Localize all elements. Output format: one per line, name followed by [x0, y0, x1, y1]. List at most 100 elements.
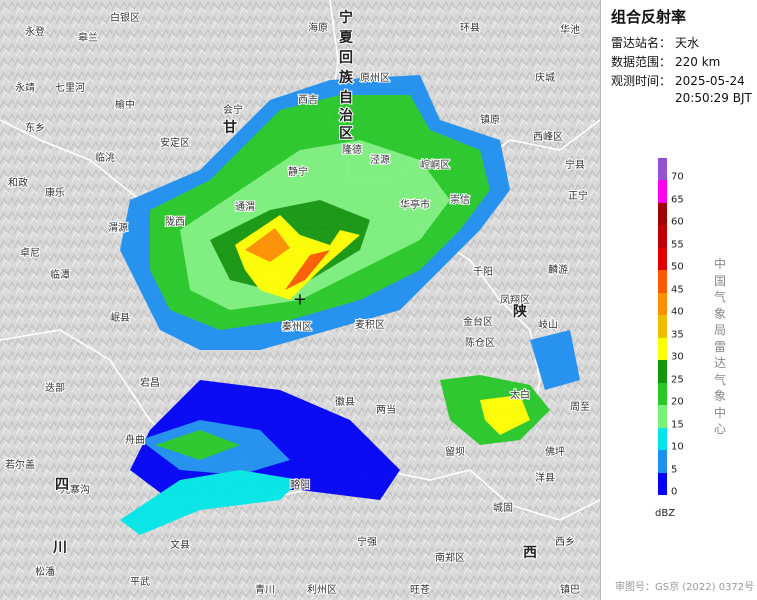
place-label: 秦州区 [282, 320, 312, 333]
legend-swatch [658, 472, 667, 495]
place-label: 正宁 [568, 189, 588, 202]
footer: 审图号：GS京 (2022) 0372号 [615, 582, 755, 593]
place-label: 两当 [376, 403, 396, 416]
place-label: 略阳 [290, 478, 310, 491]
legend-swatch [658, 405, 667, 428]
region-label: 区 [339, 126, 353, 142]
legend-swatch [658, 247, 667, 271]
place-label: 临潭 [50, 268, 70, 281]
place-label: 七里河 [55, 82, 85, 94]
place-label: 华池 [560, 23, 580, 36]
info-value: 2025-05-24 [675, 74, 745, 88]
place-label: 东乡 [25, 121, 45, 134]
legend-swatch [658, 427, 667, 451]
region-label: 自 [339, 89, 353, 106]
region-label: 宁 [339, 9, 353, 26]
place-label: 周至 [570, 401, 590, 413]
place-label: 旺苍 [410, 583, 430, 596]
place-label: 永靖 [15, 81, 35, 94]
place-label: 镇原 [480, 113, 500, 126]
info-value: 20:50:29 BJT [675, 91, 752, 105]
info-row: 数据范围： 220 km [611, 53, 720, 70]
place-label: 和政 [8, 176, 28, 189]
place-label: 西吉 [298, 94, 318, 106]
legend-tick: 5 [671, 464, 678, 476]
place-label: 华亭市 [400, 198, 430, 211]
place-label: 隆德 [342, 143, 362, 156]
region-label: 族 [339, 69, 354, 86]
legend-swatch [658, 382, 667, 406]
place-label: 原州区 [360, 72, 390, 84]
place-label: 金台区 [463, 315, 493, 328]
legend-unit: dBZ [655, 508, 676, 519]
place-label: 安定区 [160, 136, 190, 149]
legend-tick: 45 [671, 284, 684, 296]
legend-swatch [658, 270, 667, 293]
side-text: 中国气象局雷达气象中心 [714, 257, 727, 436]
place-label: 徽县 [335, 395, 355, 408]
place-label: 镇巴 [560, 583, 580, 596]
legend-swatch [658, 315, 667, 338]
place-label: 岷县 [110, 312, 130, 324]
place-label: 凤翔区 [500, 293, 530, 306]
place-label: 宕昌 [140, 376, 160, 389]
legend-swatch [658, 450, 667, 473]
place-label: 永登 [25, 25, 45, 38]
place-label: 平武 [130, 575, 150, 588]
region-label: 西 [523, 545, 537, 561]
legend-tick: 55 [671, 239, 684, 251]
legend-tick: 40 [671, 306, 684, 318]
region-label: 夏 [339, 29, 354, 46]
legend-tick: 70 [671, 171, 684, 183]
legend-tick: 50 [671, 261, 684, 273]
place-label: 西峰区 [533, 131, 563, 143]
place-label: 利州区 [307, 584, 337, 596]
place-label: 会宁 [223, 103, 243, 116]
region-label: 四 [55, 477, 69, 493]
info-value: 220 km [675, 55, 721, 69]
legend-tick: 0 [671, 486, 678, 498]
info-row: 观测时间： 2025-05-24 [611, 72, 745, 89]
place-label: 宁县 [565, 158, 585, 171]
region-label: 陕 [513, 303, 527, 320]
place-label: 麦积区 [355, 319, 385, 331]
legend-swatch [658, 360, 667, 383]
place-label: 太白 [510, 388, 530, 401]
place-label: 陈仓区 [465, 336, 495, 349]
place-label: 榆中 [115, 98, 135, 111]
legend-swatch [658, 158, 667, 181]
place-label: 迭部 [45, 381, 65, 394]
place-label: 若尔盖 [5, 458, 35, 471]
info-value: 天水 [675, 36, 700, 50]
place-label: 城固 [493, 502, 513, 514]
place-label: 陇西 [165, 215, 185, 228]
place-label: 南郑区 [435, 551, 465, 564]
place-label: 青川 [255, 583, 275, 596]
legend-tick: 65 [671, 194, 684, 206]
info-label: 雷达站名： [611, 36, 672, 50]
place-label: 崆峒区 [420, 158, 450, 171]
info-row: 20:50:29 BJT [611, 91, 752, 105]
legend-tick: 60 [671, 216, 684, 228]
place-label: 临洮 [95, 151, 115, 164]
radar-echo [120, 75, 580, 535]
place-label: 九寨沟 [60, 483, 90, 496]
place-label: 舟曲 [125, 433, 145, 446]
region-label: 甘 [223, 119, 237, 136]
place-label: 麟游 [548, 263, 568, 276]
info-row: 雷达站名： 天水 [611, 34, 699, 51]
info-label: 数据范围： [611, 55, 672, 69]
place-label: 留坝 [445, 445, 465, 458]
legend-tick: 30 [671, 351, 684, 363]
legend-swatch [658, 202, 667, 226]
legend-swatch [658, 180, 667, 203]
place-label: 白银区 [110, 11, 140, 24]
place-label: 海原 [308, 21, 328, 34]
place-label: 宁强 [357, 535, 377, 548]
legend-swatch [658, 337, 667, 361]
place-label: 渭源 [108, 221, 128, 234]
place-label: 环县 [460, 22, 480, 34]
place-label: 佛坪 [545, 445, 565, 458]
